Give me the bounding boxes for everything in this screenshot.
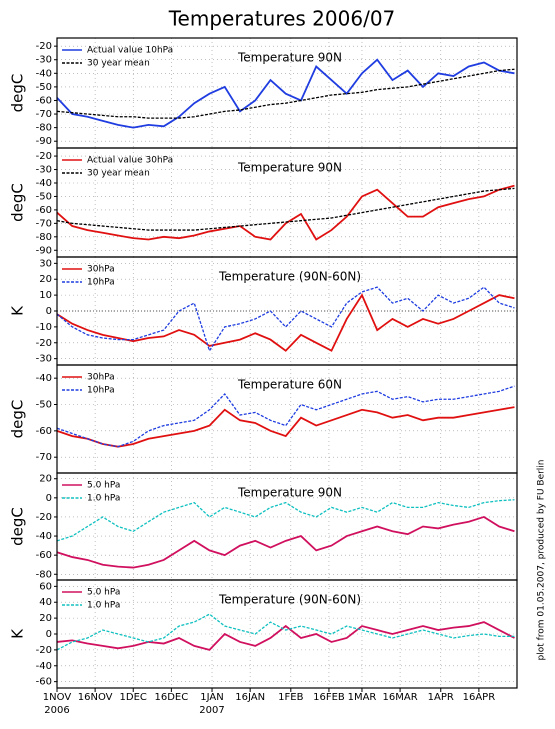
series-line xyxy=(56,515,515,569)
y-tick-label: -60 xyxy=(36,677,52,688)
legend-label: 10hPa xyxy=(87,386,115,396)
y-tick-label: 20 xyxy=(39,613,52,624)
y-tick-label: -30 xyxy=(36,354,52,365)
y-axis-label: K xyxy=(9,305,27,316)
credit: plot from 01.05.2007, produced by FU Ber… xyxy=(537,459,547,660)
y-tick-label: 60 xyxy=(39,581,52,592)
legend-label: 30hPa xyxy=(87,265,115,275)
x-tick-label: 16MAR xyxy=(383,692,418,703)
series-line xyxy=(56,499,515,542)
panel-title: Temperature 90N xyxy=(237,51,342,65)
legend-label: 30 year mean xyxy=(87,59,150,69)
x-tick-label: 1NOV xyxy=(43,692,72,703)
y-tick-label: -20 xyxy=(36,338,52,349)
legend-label: 10hPa xyxy=(87,278,115,288)
y-tick-label: -60 xyxy=(36,95,52,106)
panel-title: Temperature (90N-60N) xyxy=(218,270,361,284)
x-tick-label: 16FEB xyxy=(313,692,345,703)
y-tick-label: -20 xyxy=(36,151,52,162)
panel-title: Temperature 60N xyxy=(237,378,342,392)
y-tick-label: 40 xyxy=(39,597,52,608)
y-axis-label: degC xyxy=(9,507,27,546)
y-tick-label: -90 xyxy=(36,245,52,256)
series-line xyxy=(56,613,515,651)
x-tick-label: 16DEC xyxy=(154,692,188,703)
legend-label: 1.0 hPa xyxy=(87,494,120,504)
y-tick-label: -40 xyxy=(36,661,52,672)
legend-label: 30hPa xyxy=(87,373,115,383)
y-axis-label: degC xyxy=(9,183,27,222)
legend-label: Actual value 30hPa xyxy=(87,156,173,166)
y-tick-label: -70 xyxy=(36,452,52,463)
y-tick-label: -40 xyxy=(36,531,52,542)
y-tick-label: -80 xyxy=(36,569,52,580)
series-line xyxy=(56,286,515,353)
y-tick-label: -80 xyxy=(36,123,52,134)
y-tick-label: -50 xyxy=(36,82,52,93)
y-tick-label: -20 xyxy=(36,512,52,523)
y-tick-label: -20 xyxy=(36,41,52,52)
x-tick-label: 1APR xyxy=(428,692,454,703)
series-line xyxy=(56,68,515,119)
x-tick-label: 1FEB xyxy=(278,692,303,703)
legend-label: Actual value 10hPa xyxy=(87,46,173,56)
legend-label: 5.0 hPa xyxy=(87,588,120,598)
legend-label: 5.0 hPa xyxy=(87,481,120,491)
y-tick-label: -40 xyxy=(36,373,52,384)
panel-title: Temperature 90N xyxy=(237,161,342,175)
x-tick-label: 1JAN xyxy=(200,692,223,703)
y-axis-label: degC xyxy=(9,74,27,113)
x-tick-label: 16JAN xyxy=(235,692,265,703)
y-tick-label: 10 xyxy=(39,290,52,301)
y-tick-label: -80 xyxy=(36,232,52,243)
legend-label: 30 year mean xyxy=(87,169,150,179)
y-tick-label: 30 xyxy=(39,258,52,269)
y-tick-label: -90 xyxy=(36,136,52,147)
series-line xyxy=(56,58,515,129)
y-tick-label: -10 xyxy=(36,322,52,333)
y-tick-label: 20 xyxy=(39,474,52,485)
legend-label: 1.0 hPa xyxy=(87,601,120,611)
series-line xyxy=(56,621,515,651)
panel-title: Temperature (90N-60N) xyxy=(218,593,361,607)
y-tick-label: -30 xyxy=(36,165,52,176)
y-tick-label: -40 xyxy=(36,178,52,189)
year-label: 2007 xyxy=(199,705,224,716)
x-tick-label: 1MAR xyxy=(348,692,377,703)
y-tick-label: -60 xyxy=(36,205,52,216)
series-line xyxy=(56,187,515,231)
y-tick-label: -60 xyxy=(36,426,52,437)
x-tick-label: 16APR xyxy=(463,692,496,703)
y-axis-label: degC xyxy=(9,400,27,439)
series-line xyxy=(56,293,515,352)
y-tick-label: -60 xyxy=(36,550,52,561)
y-tick-label: -70 xyxy=(36,109,52,120)
series-line xyxy=(56,406,515,448)
y-tick-label: 0 xyxy=(46,629,52,640)
panel-frame xyxy=(56,579,518,689)
y-tick-label: -70 xyxy=(36,218,52,229)
figure-title: Temperatures 2006/07 xyxy=(168,7,396,31)
y-tick-label: -20 xyxy=(36,645,52,656)
y-tick-label: -50 xyxy=(36,191,52,202)
year-label: 2006 xyxy=(44,705,69,716)
panel-title: Temperature 90N xyxy=(237,486,342,500)
x-tick-label: 1DEC xyxy=(120,692,147,703)
y-axis-label: K xyxy=(9,628,27,639)
y-tick-label: -50 xyxy=(36,400,52,411)
y-tick-label: 20 xyxy=(39,274,52,285)
y-tick-label: -30 xyxy=(36,55,52,66)
series-line xyxy=(56,184,515,241)
y-tick-label: -40 xyxy=(36,68,52,79)
x-tick-label: 16NOV xyxy=(78,692,113,703)
series-line xyxy=(56,385,515,448)
y-tick-label: 0 xyxy=(46,493,52,504)
y-tick-label: 0 xyxy=(46,306,52,317)
